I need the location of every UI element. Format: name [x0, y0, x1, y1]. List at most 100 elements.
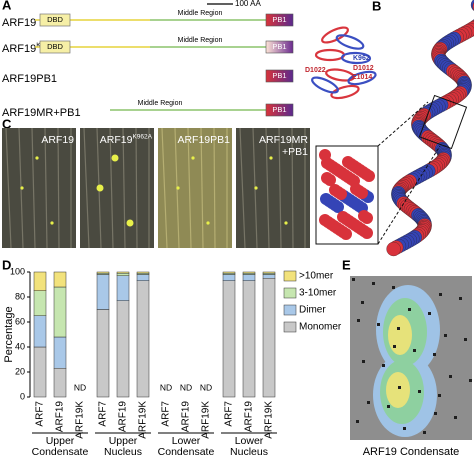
- group-label: Upper Nucleus: [104, 435, 142, 458]
- bar-segment: [116, 275, 130, 301]
- bar-segment: [116, 271, 130, 274]
- bar-segment: [33, 315, 47, 348]
- dbd-label: DBD: [47, 42, 63, 51]
- helix-bead: [386, 241, 401, 257]
- bar-segment: [96, 271, 110, 274]
- pb1-box: [265, 69, 294, 83]
- bar-segment: [116, 300, 130, 398]
- heatmap-speck: [382, 364, 385, 367]
- bar-segment: [242, 274, 256, 281]
- bar-segment: [96, 274, 110, 310]
- heatmap-blob: [388, 315, 412, 355]
- structure-ribbon: [311, 76, 339, 94]
- condensate-dot: [35, 156, 39, 160]
- condensate-dot: [284, 221, 288, 225]
- heatmap-speck: [423, 431, 426, 434]
- y-tick-label: 60: [15, 316, 25, 326]
- group-label-line: Condensate: [32, 446, 89, 458]
- bar-segment: [33, 271, 47, 291]
- heatmap-speck: [361, 301, 364, 304]
- heatmap-speck: [434, 412, 437, 415]
- structure-ribbon: [330, 84, 360, 100]
- construct-name-main: ARF19MR+PB1: [2, 107, 81, 119]
- heatmap-speck: [352, 278, 355, 281]
- heatmap-speck: [356, 420, 359, 423]
- construct-name: ARF19MR+PB1: [2, 107, 81, 119]
- x-tick-label: ARF19K: [75, 401, 86, 439]
- pb1-label: PB1: [272, 42, 286, 51]
- heatmap-blob: [386, 372, 410, 408]
- condensate-dot: [206, 221, 210, 225]
- zoom-line: [377, 101, 429, 147]
- heatmap-speck: [438, 394, 441, 397]
- micrograph: [236, 128, 310, 248]
- cell-wall: [83, 127, 90, 249]
- micrograph: [80, 128, 154, 248]
- dbd-label: DBD: [47, 15, 63, 24]
- bar-segment: [53, 271, 67, 288]
- condensate-dot: [269, 156, 273, 160]
- x-tick-label: ARF19K: [264, 401, 275, 439]
- panel-letter: C: [2, 116, 12, 131]
- image-label-main: ARF19: [41, 134, 74, 146]
- image-label: ARF19MR: [259, 134, 308, 146]
- cell-wall: [265, 127, 270, 249]
- legend-swatch: [283, 304, 297, 316]
- residue-label: D1022: [305, 67, 326, 74]
- bar-segment: [53, 368, 67, 398]
- cell-wall: [200, 127, 204, 249]
- cell-wall: [161, 127, 168, 249]
- bar-segment: [262, 274, 276, 279]
- heatmap-speck: [464, 338, 467, 341]
- heatmap-speck: [459, 297, 462, 300]
- image-label-sup: K962A: [132, 133, 152, 140]
- middle-region-label: Middle Region: [178, 10, 223, 17]
- inset-bead: [358, 210, 370, 222]
- bar-segment: [33, 346, 47, 398]
- image-label-main: ARF19PB1: [177, 134, 230, 146]
- heatmap-speck: [403, 427, 406, 430]
- group-label: Lower Condensate: [158, 435, 215, 458]
- inset-bead: [321, 157, 333, 169]
- cell-wall: [44, 127, 48, 249]
- structure-ribbon: [325, 68, 355, 82]
- heatmap-speck: [408, 308, 411, 311]
- condensate-dot: [111, 154, 119, 162]
- y-tick-label: 0: [20, 391, 25, 401]
- bar-segment: [116, 273, 130, 276]
- cell-wall: [5, 127, 12, 249]
- x-tick-label: ARF7: [224, 401, 235, 427]
- heatmap-speck: [387, 405, 390, 408]
- construct-name: ARF19PB1: [2, 73, 57, 85]
- micrograph: [158, 128, 232, 248]
- cell-wall: [213, 127, 216, 249]
- legend-swatch: [283, 321, 297, 333]
- cell-wall: [57, 127, 60, 249]
- heatmap-speck: [393, 345, 396, 348]
- bar-segment: [96, 309, 110, 398]
- pb1-label: PB1: [272, 105, 286, 114]
- heatmap-speck: [398, 386, 401, 389]
- heatmap-speck: [397, 327, 400, 330]
- condensate-dot: [191, 156, 195, 160]
- group-label-line: Upper: [109, 435, 138, 447]
- construct-name-main: ARF19: [2, 43, 36, 55]
- bar-segment: [222, 274, 236, 281]
- condensate-dot: [126, 219, 134, 227]
- residue-label: D1012: [353, 65, 374, 72]
- cell-wall: [109, 127, 114, 249]
- image-label-main: ARF19: [100, 134, 133, 146]
- nd-note: ND: [74, 382, 86, 392]
- bar-segment: [33, 290, 47, 316]
- bar-segment: [222, 280, 236, 398]
- heatmap-speck: [454, 416, 457, 419]
- structure-ribbon: [340, 51, 372, 65]
- heatmap-speck: [444, 334, 447, 337]
- middle-region-label: Middle Region: [178, 37, 223, 44]
- bar-segment: [262, 278, 276, 398]
- bar-segment: [262, 271, 276, 274]
- cell-wall: [187, 127, 192, 249]
- group-label-line: Condensate: [158, 446, 215, 458]
- bar-segment: [242, 271, 256, 274]
